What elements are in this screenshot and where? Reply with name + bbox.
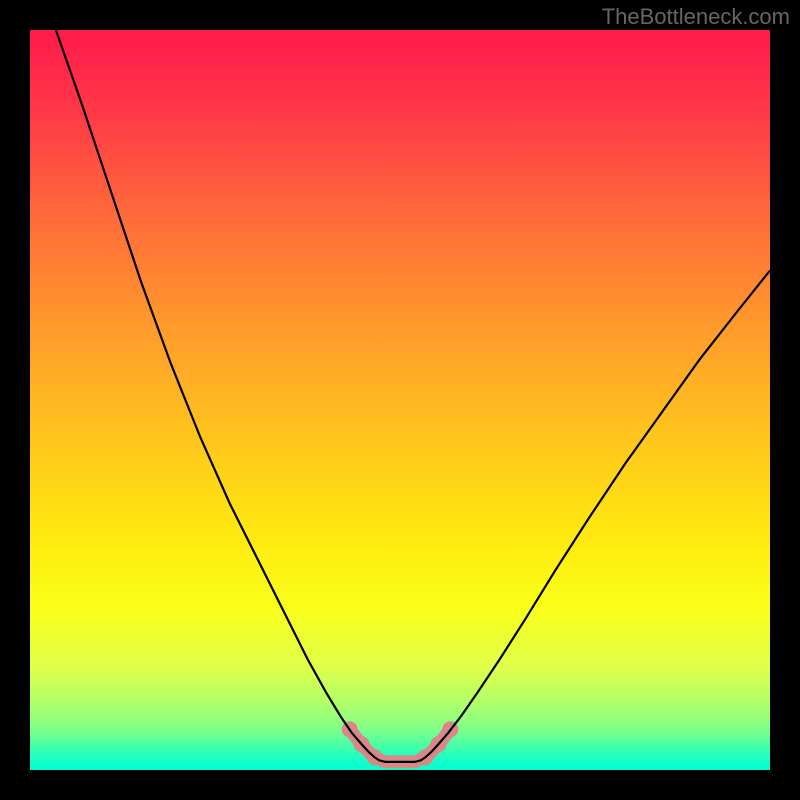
watermark-text: TheBottleneck.com — [602, 4, 790, 30]
bottleneck-curve — [56, 30, 770, 762]
curve-layer — [30, 30, 770, 770]
plot-area — [30, 30, 770, 770]
